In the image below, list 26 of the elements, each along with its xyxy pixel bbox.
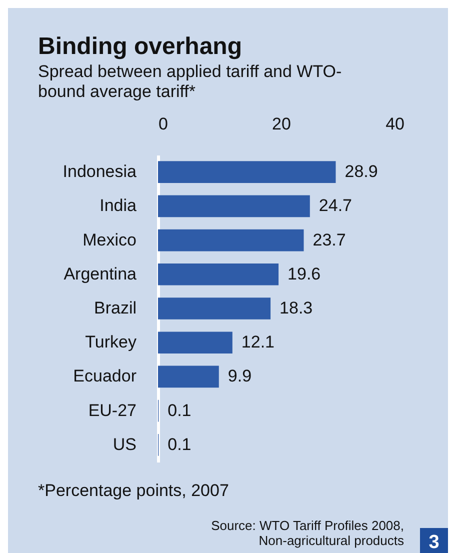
source-note: Source: WTO Tariff Profiles 2008, Non-agricultural products — [210, 518, 404, 548]
y-tick-label: US — [112, 434, 136, 454]
data-label: 23.7 — [312, 230, 346, 250]
y-tick-label: EU-27 — [88, 400, 136, 420]
text: *Percentage points, 2007 — [38, 481, 229, 501]
data-label: 0.1 — [168, 400, 192, 420]
data-label: 19.6 — [288, 264, 321, 284]
x-tick-label: 0 — [158, 114, 168, 134]
y-tick-label: Indonesia — [62, 162, 138, 182]
data-label: 0.1 — [168, 434, 192, 454]
data-label: 9.9 — [228, 366, 252, 386]
chart-subtitle: Spread between applied tariff and WTO-bound average tariff* — [38, 62, 343, 102]
chart-title: Binding overhang — [38, 33, 242, 61]
data-label: 12.1 — [241, 332, 275, 352]
y-tick-label: India — [100, 196, 138, 216]
data-label: 18.3 — [280, 298, 313, 318]
data-label: 24.7 — [318, 196, 352, 216]
x-tick-label: 40 — [386, 114, 404, 134]
y-tick-label: Ecuador — [73, 366, 137, 386]
y-tick-label: Brazil — [94, 298, 136, 318]
y-tick-label: Argentina — [64, 264, 138, 284]
y-tick-label: Mexico — [82, 230, 136, 250]
y-tick-label: Turkey — [85, 332, 137, 352]
x-tick-label: 20 — [272, 114, 291, 134]
data-label: 28.9 — [344, 162, 378, 182]
text: 3 — [420, 528, 448, 553]
